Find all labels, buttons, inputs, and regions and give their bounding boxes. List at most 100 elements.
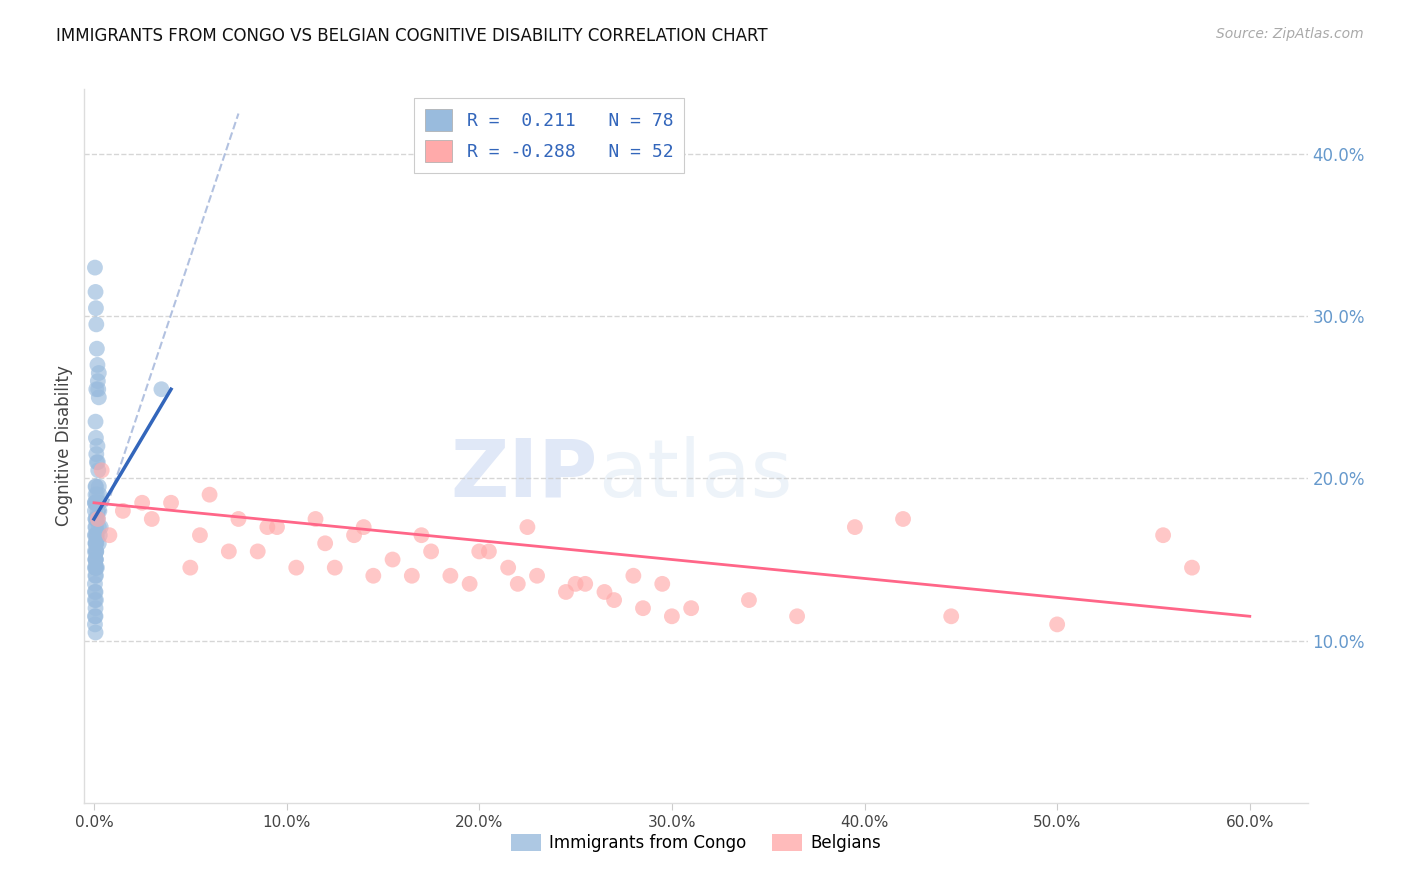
Point (150, 382, 173, 396)
Point (84, 496, 107, 510)
Point (84, 260, 107, 275)
Point (86, 455, 108, 469)
Point (84, 488, 107, 502)
Point (84, 512, 107, 526)
Point (84, 520, 107, 534)
Text: IMMIGRANTS FROM CONGO VS BELGIAN COGNITIVE DISABILITY CORRELATION CHART: IMMIGRANTS FROM CONGO VS BELGIAN COGNITI… (56, 27, 768, 45)
Point (84, 512, 107, 526)
Point (84, 617, 107, 632)
Point (526, 568, 548, 582)
Point (516, 520, 538, 534)
Point (84, 285, 107, 299)
Point (84, 552, 107, 566)
Point (84, 560, 107, 574)
Point (84, 544, 107, 558)
Point (84, 544, 107, 558)
Point (228, 512, 250, 526)
Point (84, 431, 107, 445)
Point (160, 496, 183, 510)
Point (603, 593, 626, 607)
Point (218, 544, 240, 558)
Point (84, 560, 107, 574)
Text: Source: ZipAtlas.com: Source: ZipAtlas.com (1216, 27, 1364, 41)
Point (84, 536, 107, 550)
Point (564, 577, 586, 591)
Point (84, 585, 107, 599)
Text: atlas: atlas (598, 435, 793, 514)
Point (84, 415, 107, 429)
Point (478, 544, 501, 558)
Point (555, 585, 578, 599)
Point (89, 504, 111, 518)
Point (84, 496, 107, 510)
Point (86, 512, 108, 526)
Point (84, 593, 107, 607)
Point (87, 520, 110, 534)
Point (98, 528, 121, 542)
Point (86, 342, 108, 356)
Point (87, 455, 110, 469)
Point (468, 544, 491, 558)
Point (786, 609, 808, 624)
Point (84, 528, 107, 542)
Point (188, 528, 211, 542)
Point (87, 382, 110, 396)
Point (90, 520, 112, 534)
Point (738, 593, 761, 607)
Point (84, 593, 107, 607)
Point (891, 512, 914, 526)
Legend: Immigrants from Congo, Belgians: Immigrants from Congo, Belgians (505, 827, 887, 859)
Point (84, 585, 107, 599)
Point (86, 528, 108, 542)
Point (631, 601, 654, 615)
Point (353, 520, 375, 534)
Point (84, 625, 107, 640)
Point (411, 528, 433, 542)
Point (198, 488, 221, 502)
Point (651, 577, 673, 591)
Point (89, 496, 111, 510)
Point (90, 463, 112, 477)
Point (87, 374, 110, 388)
Point (1152, 528, 1174, 542)
Point (381, 552, 404, 566)
Point (593, 585, 616, 599)
Point (1046, 617, 1069, 632)
Point (844, 520, 866, 534)
Point (179, 560, 201, 574)
Point (86, 439, 108, 453)
Point (84, 528, 107, 542)
Point (323, 560, 346, 574)
Point (84, 552, 107, 566)
Point (86, 560, 108, 574)
Point (84, 609, 107, 624)
Point (681, 601, 703, 615)
Point (111, 504, 134, 518)
Point (420, 544, 443, 558)
Point (84, 536, 107, 550)
Point (621, 568, 644, 582)
Point (256, 520, 278, 534)
Point (363, 568, 385, 582)
Point (87, 512, 110, 526)
Point (84, 528, 107, 542)
Point (86, 488, 108, 502)
Point (84, 577, 107, 591)
Point (84, 536, 107, 550)
Point (496, 560, 519, 574)
Point (84, 601, 107, 615)
Point (87, 390, 110, 404)
Point (84, 544, 107, 558)
Point (84, 568, 107, 582)
Point (574, 577, 596, 591)
Point (87, 496, 110, 510)
Point (87, 536, 110, 550)
Point (314, 536, 336, 550)
Point (401, 568, 423, 582)
Point (89, 488, 111, 502)
Point (141, 512, 163, 526)
Point (87, 512, 110, 526)
Point (84, 382, 107, 396)
Point (87, 463, 110, 477)
Point (84, 552, 107, 566)
